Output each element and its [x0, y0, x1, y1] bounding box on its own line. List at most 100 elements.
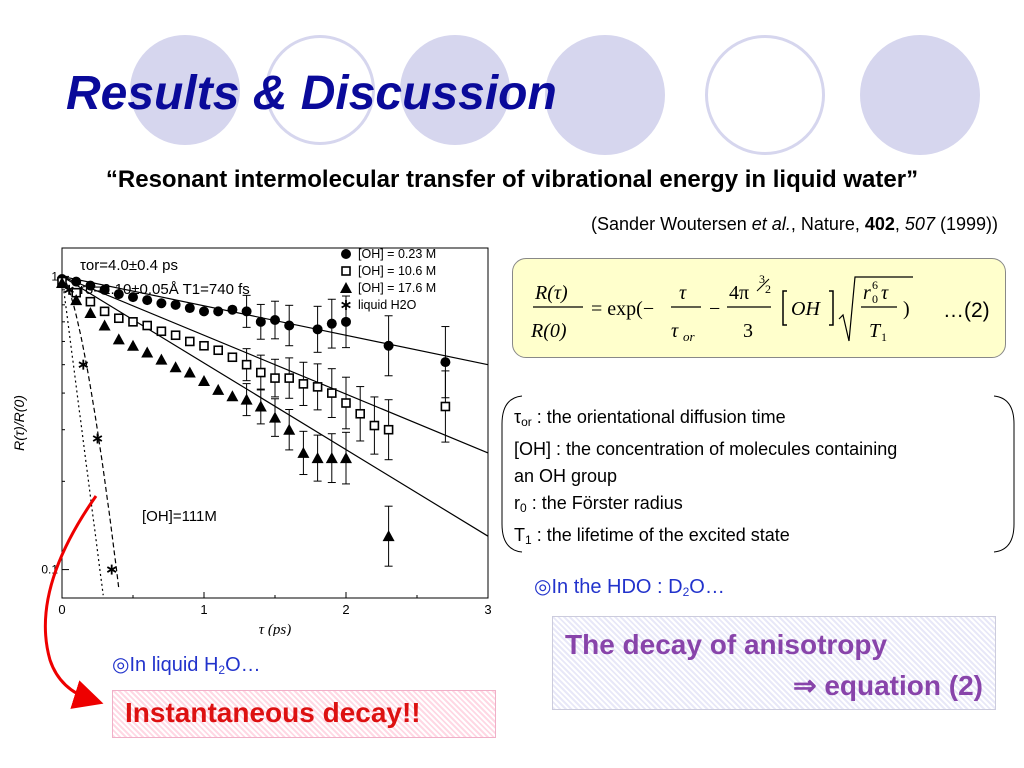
data-point-open-square	[241, 359, 252, 370]
legend-label: [OH] = 17.6 M	[358, 281, 436, 295]
data-point-filled-triangle	[226, 390, 239, 402]
data-point-open-square	[156, 326, 167, 337]
def-tau-or: τor : the orientational diffusion time	[514, 404, 897, 436]
data-point-open-square	[227, 352, 238, 363]
asterisk-stroke	[341, 301, 351, 309]
data-point-open-square	[355, 408, 366, 419]
data-point-filled-triangle	[155, 353, 168, 365]
svg-text:2: 2	[765, 282, 771, 296]
x-tick-label: 0	[58, 602, 65, 617]
data-point-filled-triangle	[70, 294, 83, 306]
decor-circle-4	[545, 35, 665, 155]
paper-title: “Resonant intermolecular transfer of vib…	[105, 166, 919, 193]
asterisk-stroke	[92, 435, 103, 442]
data-point-filled-triangle	[382, 530, 395, 542]
y-tick-label: 1	[51, 269, 58, 283]
data-point-filled-triangle	[169, 361, 182, 373]
legend-label: [OH] = 10.6 M	[358, 264, 436, 278]
citation-etal: et al.	[751, 214, 791, 234]
legend-marker	[341, 300, 351, 310]
citation-journal: , Nature,	[790, 214, 865, 234]
data-point-filled-circle	[312, 324, 323, 335]
data-point-filled-triangle	[198, 374, 210, 386]
data-point-filled-circle	[128, 292, 138, 303]
data-point-open-square	[213, 345, 223, 356]
data-point-open-square	[85, 296, 96, 307]
svg-text:3: 3	[759, 272, 765, 286]
data-point-asterisk	[64, 284, 74, 295]
h2o-note-pre: ◎In liquid H	[112, 654, 219, 676]
annotation-tau-or: τor=4.0±0.4 ps	[80, 257, 178, 274]
def-r0: r0 : the Förster radius	[514, 490, 897, 522]
decor-circle-2	[265, 35, 375, 145]
data-point-open-square	[142, 320, 152, 331]
x-axis-label: τ (ps)	[259, 622, 291, 636]
decor-circle-1	[130, 35, 240, 145]
data-point-filled-circle	[440, 357, 451, 368]
data-point-asterisk	[106, 564, 117, 575]
svg-text:OH: OH	[791, 298, 821, 320]
data-point-open-square	[284, 373, 295, 383]
def-oh-line2: an OH group	[514, 466, 618, 486]
citation-page: 507	[904, 214, 935, 234]
def-t1-symbol: T	[514, 525, 525, 545]
data-point-filled-circle	[227, 304, 238, 315]
data-point-filled-circle	[213, 306, 224, 317]
data-point-filled-triangle	[325, 452, 338, 464]
data-point-filled-triangle	[98, 319, 111, 331]
anisotropy-line1: The decay of anisotropy	[565, 629, 888, 660]
data-point-open-square	[255, 367, 266, 378]
data-point-filled-circle	[284, 320, 295, 331]
data-point-filled-circle	[341, 316, 351, 327]
citation-year: (1999))	[934, 214, 998, 234]
data-point-open-square	[170, 330, 181, 341]
data-point-filled-triangle	[311, 452, 324, 464]
data-point-open-square	[298, 379, 309, 389]
svg-text:T: T	[869, 320, 882, 342]
decor-circle-6	[860, 35, 980, 155]
data-point-filled-circle	[99, 284, 110, 295]
def-r0-text: : the Förster radius	[526, 493, 683, 513]
svg-text:): )	[903, 298, 910, 320]
asterisk-stroke	[78, 361, 89, 368]
data-point-filled-circle	[326, 318, 337, 329]
data-point-filled-triangle	[269, 411, 281, 423]
asterisk-stroke	[106, 566, 117, 573]
citation-sep: ,	[894, 214, 905, 234]
data-point-open-square	[440, 401, 451, 412]
hdo-note-sub: 2	[682, 585, 690, 599]
data-point-open-square	[270, 373, 280, 383]
data-point-filled-triangle	[240, 393, 253, 405]
instantaneous-box: Instantaneous decay!!	[112, 690, 496, 738]
x-tick-label: 2	[342, 602, 349, 617]
citation: (Sander Woutersen et al., Nature, 402, 5…	[591, 214, 998, 235]
data-point-filled-triangle	[212, 383, 225, 395]
legend-marker	[341, 249, 351, 259]
def-tau-sub: or	[521, 415, 532, 429]
data-point-open-square	[383, 424, 394, 435]
data-point-filled-circle	[255, 316, 266, 327]
data-point-filled-triangle	[183, 366, 196, 378]
def-t1-text: : the lifetime of the excited state	[531, 525, 790, 545]
data-point-open-square	[312, 382, 323, 392]
def-r0-sub: 0	[520, 501, 527, 515]
data-point-open-square	[341, 398, 351, 408]
svg-text:0: 0	[872, 292, 878, 306]
data-point-filled-triangle	[127, 339, 139, 351]
data-point-open-square	[185, 336, 195, 347]
data-point-open-square	[199, 340, 209, 351]
svg-text:τ: τ	[881, 282, 889, 304]
hdo-note-pre: ◎In the HDO : D	[534, 576, 683, 598]
svg-text:3: 3	[743, 320, 753, 342]
h2o-dotted-curve	[61, 276, 104, 596]
legend-marker	[341, 266, 351, 276]
data-point-filled-triangle	[340, 452, 352, 464]
x-tick-label: 1	[200, 602, 207, 617]
citation-authors: (Sander Woutersen	[591, 214, 752, 234]
citation-volume: 402	[864, 214, 895, 234]
equation-formula: R(τ) R(0) = exp(− τ τ or − 4π 3 2 3 OH r…	[530, 272, 913, 344]
data-point-filled-circle	[184, 303, 195, 314]
asterisk-stroke	[64, 286, 74, 294]
data-point-filled-circle	[142, 295, 153, 306]
instantaneous-text: Instantaneous decay!!	[125, 697, 421, 728]
